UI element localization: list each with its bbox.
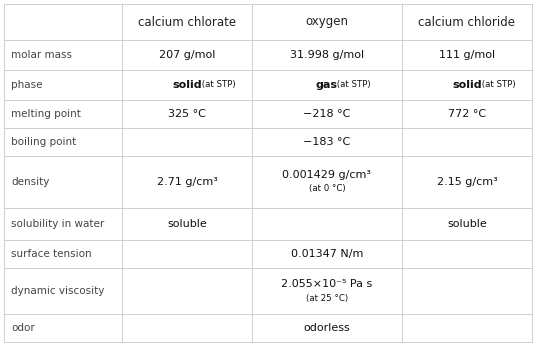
Text: 2.71 g/cm³: 2.71 g/cm³ [157, 177, 217, 187]
Text: solubility in water: solubility in water [11, 219, 104, 229]
Text: density: density [11, 177, 49, 187]
Text: 207 g/mol: 207 g/mol [159, 50, 215, 60]
Text: calcium chlorate: calcium chlorate [138, 15, 236, 29]
Text: 772 °C: 772 °C [448, 109, 486, 119]
Text: (at STP): (at STP) [334, 81, 371, 90]
Text: gas: gas [316, 80, 338, 90]
Text: 111 g/mol: 111 g/mol [439, 50, 495, 60]
Text: (at 0 °C): (at 0 °C) [308, 184, 345, 194]
Text: solid: solid [172, 80, 202, 90]
Text: 0.01347 N/m: 0.01347 N/m [291, 249, 363, 259]
Text: 31.998 g/mol: 31.998 g/mol [290, 50, 364, 60]
Text: odor: odor [11, 323, 35, 333]
Text: −183 °C: −183 °C [304, 137, 351, 147]
Text: solid: solid [452, 80, 482, 90]
Text: soluble: soluble [167, 219, 207, 229]
Text: (at STP): (at STP) [479, 81, 515, 90]
Text: dynamic viscosity: dynamic viscosity [11, 286, 104, 296]
Text: −218 °C: −218 °C [304, 109, 351, 119]
Text: (at STP): (at STP) [199, 81, 236, 90]
Text: calcium chloride: calcium chloride [418, 15, 515, 29]
Text: molar mass: molar mass [11, 50, 72, 60]
Text: soluble: soluble [447, 219, 487, 229]
Text: melting point: melting point [11, 109, 81, 119]
Text: 2.15 g/cm³: 2.15 g/cm³ [437, 177, 497, 187]
Text: (at 25 °C): (at 25 °C) [306, 294, 348, 303]
Text: 325 °C: 325 °C [168, 109, 206, 119]
Text: boiling point: boiling point [11, 137, 76, 147]
Text: 0.001429 g/cm³: 0.001429 g/cm³ [282, 170, 371, 180]
Text: oxygen: oxygen [306, 15, 348, 29]
Text: surface tension: surface tension [11, 249, 92, 259]
Text: odorless: odorless [304, 323, 351, 333]
Text: 2.055×10⁻⁵ Pa s: 2.055×10⁻⁵ Pa s [281, 279, 372, 289]
Text: phase: phase [11, 80, 43, 90]
